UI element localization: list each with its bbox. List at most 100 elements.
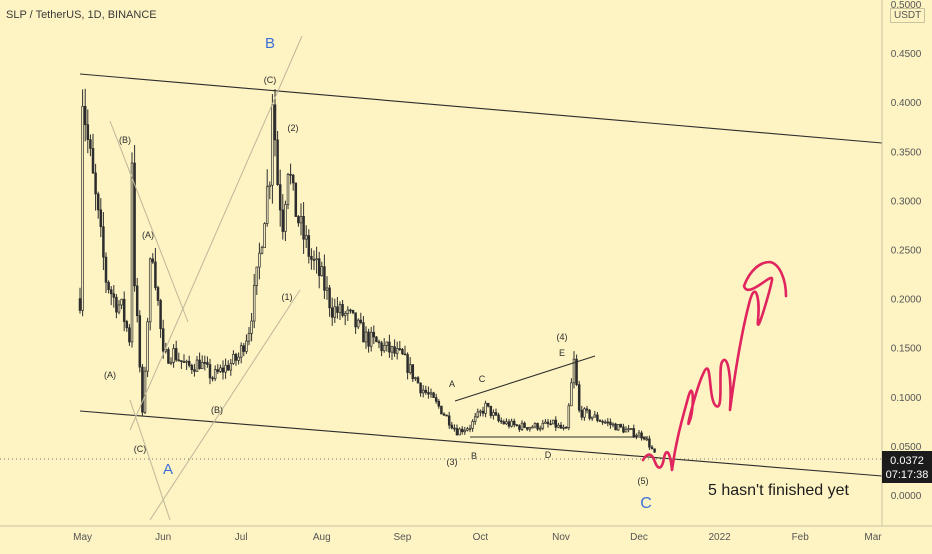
candle-down (291, 174, 295, 184)
candle-down (585, 408, 589, 411)
candle-up (148, 258, 152, 323)
currency-label[interactable]: USDT (890, 8, 926, 23)
candle-down (86, 124, 90, 141)
candle-up (492, 412, 495, 416)
candle-down (193, 369, 196, 372)
candle-down (234, 353, 238, 361)
time-axis[interactable]: May Jun Jul Aug Sep Oct Nov Dec 2022 Feb Mar (73, 532, 882, 543)
candle-up (224, 364, 227, 373)
candle-up (385, 341, 389, 346)
candle-up (120, 298, 123, 306)
candle-up (117, 304, 121, 313)
candles-group (78, 88, 656, 453)
candle-up (557, 424, 560, 428)
candle-up (239, 345, 243, 358)
wave-label: (4) (557, 332, 568, 342)
candle-up (346, 309, 350, 314)
candle-down (380, 342, 383, 352)
last-price-tag-bg (882, 451, 932, 483)
last-price-tag: 0.0372 07:17:38 (882, 451, 932, 483)
fib-line-2 (129, 35, 303, 431)
bar-countdown: 07:17:38 (886, 469, 929, 481)
candle-down (99, 209, 103, 228)
candle-up (637, 432, 641, 436)
price-axis[interactable]: 0.5000 0.4500 0.4000 0.3500 0.3000 0.2500 0.20… (891, 0, 922, 502)
candle-down (518, 425, 521, 430)
candle-down (442, 413, 446, 416)
candle-down (507, 421, 511, 427)
candle-down (351, 309, 355, 314)
candle-up (473, 416, 477, 422)
wave-labels-group: B (C) (2) (B) (A) (1) (A) (C) A (B) A C (3) B D (4) E (5)… (104, 35, 652, 512)
time-tick-label: Jul (235, 532, 248, 543)
candle-down (141, 366, 144, 413)
candle-down (497, 414, 500, 422)
last-price-value: 0.0372 (890, 455, 924, 467)
candle-down (211, 377, 214, 380)
candle-down (151, 258, 155, 263)
candle-down (416, 377, 420, 384)
candle-up (146, 321, 149, 372)
candle-down (330, 307, 334, 318)
candle-down (278, 184, 282, 211)
candle-down (432, 392, 435, 398)
price-tick-label: 0.4500 (891, 49, 922, 60)
candle-up (484, 402, 487, 414)
candle-up (343, 313, 347, 316)
candle-down (276, 139, 279, 185)
price-tick-label: 0.0000 (891, 491, 922, 502)
candle-down (445, 414, 448, 417)
candle-down (411, 364, 415, 380)
candle-down (91, 148, 95, 174)
candle-down (180, 360, 183, 362)
price-tick-label: 0.0500 (891, 442, 922, 453)
candle-down (437, 400, 441, 407)
candle-down (122, 298, 126, 322)
candle-up (299, 216, 303, 224)
candle-down (154, 261, 157, 288)
time-tick-label: Jun (155, 532, 171, 543)
candle-up (510, 420, 513, 427)
candle-down (109, 289, 113, 295)
candle-up (382, 345, 386, 352)
wave-label: (2) (288, 123, 299, 133)
candle-down (198, 359, 201, 369)
candle-down (377, 341, 381, 344)
candle-down (354, 312, 357, 328)
price-tick-label: 0.2000 (891, 295, 922, 306)
candle-down (289, 173, 292, 176)
candle-down (419, 382, 422, 394)
candle-up (635, 434, 638, 437)
candle-up (570, 382, 573, 407)
candle-down (575, 358, 578, 386)
candle-down (78, 298, 82, 311)
projection-path (641, 260, 788, 472)
candle-up (325, 287, 329, 291)
price-tick-label: 0.2500 (891, 246, 922, 257)
candle-down (161, 328, 165, 352)
chart-title: SLP / TetherUS, 1D, BINANCE (6, 9, 157, 21)
wave-label: (A) (142, 230, 154, 240)
candle-down (133, 162, 136, 287)
candle-down (460, 428, 464, 433)
candle-down (221, 367, 225, 373)
price-tick-label: 0.1500 (891, 344, 922, 355)
candle-down (650, 446, 654, 450)
fib-line-1 (109, 120, 189, 323)
candle-up (333, 306, 337, 318)
candle-down (447, 415, 451, 426)
candle-down (450, 424, 454, 429)
candle-down (494, 412, 498, 416)
candle-down (601, 421, 604, 423)
candle-down (523, 422, 526, 428)
candle-up (544, 421, 547, 424)
candle-down (427, 392, 430, 395)
candle-down (294, 182, 298, 217)
candle-down (515, 424, 519, 427)
candle-down (138, 315, 142, 368)
candle-down (328, 287, 331, 309)
candle-down (104, 256, 108, 283)
candle-up (81, 106, 84, 311)
time-tick-label: Nov (552, 532, 570, 543)
